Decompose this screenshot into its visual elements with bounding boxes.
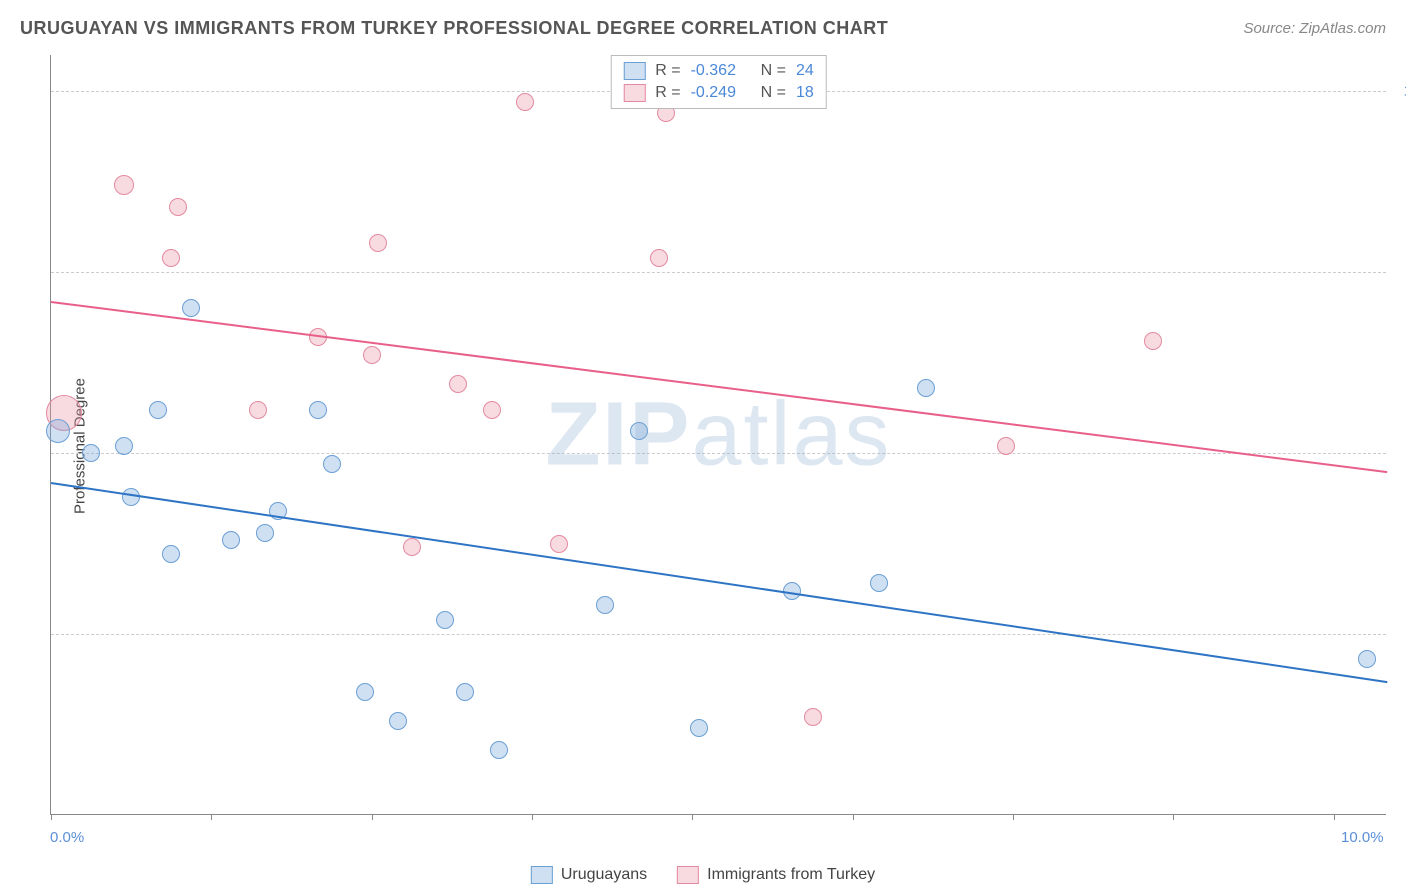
scatter-point-uruguayans: [222, 531, 240, 549]
scatter-point-turkey: [550, 535, 568, 553]
series-legend: Uruguayans Immigrants from Turkey: [531, 866, 875, 884]
scatter-point-turkey: [1144, 332, 1162, 350]
y-tick-label: 7.5%: [1391, 264, 1406, 281]
y-tick-label: 5.0%: [1391, 445, 1406, 462]
scatter-point-turkey: [162, 249, 180, 267]
scatter-point-uruguayans: [82, 444, 100, 462]
trend-line-turkey: [51, 301, 1387, 473]
scatter-point-uruguayans: [436, 611, 454, 629]
legend-n-value: 18: [796, 84, 814, 102]
legend-n-label: N =: [761, 62, 786, 80]
x-axis-max-label: 10.0%: [1341, 829, 1384, 846]
gridline-h: [51, 453, 1386, 454]
scatter-point-turkey: [114, 175, 134, 195]
legend-item-turkey: Immigrants from Turkey: [677, 866, 875, 884]
source-attribution: Source: ZipAtlas.com: [1243, 20, 1386, 37]
scatter-point-turkey: [650, 249, 668, 267]
y-tick-label: 10.0%: [1391, 83, 1406, 100]
scatter-point-turkey: [804, 708, 822, 726]
legend-label: Uruguayans: [561, 866, 647, 884]
scatter-point-uruguayans: [162, 545, 180, 563]
legend-swatch: [677, 866, 699, 884]
legend-r-value: -0.249: [691, 84, 751, 102]
legend-n-value: 24: [796, 62, 814, 80]
legend-row: R = -0.249 N = 18: [623, 82, 813, 104]
scatter-point-uruguayans: [309, 401, 327, 419]
legend-swatch: [623, 84, 645, 102]
scatter-point-uruguayans: [1358, 650, 1376, 668]
scatter-point-turkey: [997, 437, 1015, 455]
legend-label: Immigrants from Turkey: [707, 866, 875, 884]
x-tick-mark: [853, 814, 854, 820]
watermark-light: atlas: [691, 384, 891, 484]
scatter-point-turkey: [249, 401, 267, 419]
plot-area: ZIPatlas R =-0.362N =24R =-0.249N =18 2.…: [50, 55, 1386, 815]
scatter-point-uruguayans: [115, 437, 133, 455]
chart-container: URUGUAYAN VS IMMIGRANTS FROM TURKEY PROF…: [0, 0, 1406, 892]
watermark-bold: ZIP: [545, 384, 691, 484]
scatter-point-uruguayans: [323, 455, 341, 473]
x-tick-mark: [532, 814, 533, 820]
x-tick-mark: [1334, 814, 1335, 820]
x-tick-mark: [211, 814, 212, 820]
scatter-point-turkey: [403, 538, 421, 556]
scatter-point-turkey: [483, 401, 501, 419]
scatter-point-uruguayans: [630, 422, 648, 440]
correlation-legend: R = -0.362 N = 24 R = -0.249 N = 18: [610, 55, 826, 109]
gridline-h: [51, 634, 1386, 635]
x-tick-mark: [372, 814, 373, 820]
legend-r-label: R =: [655, 84, 680, 102]
legend-item-uruguayans: Uruguayans: [531, 866, 647, 884]
scatter-point-turkey: [449, 375, 467, 393]
scatter-point-uruguayans: [149, 401, 167, 419]
scatter-point-uruguayans: [490, 741, 508, 759]
scatter-point-uruguayans: [356, 683, 374, 701]
scatter-point-uruguayans: [690, 719, 708, 737]
x-tick-mark: [51, 814, 52, 820]
scatter-point-turkey: [363, 346, 381, 364]
watermark: ZIPatlas: [545, 383, 891, 486]
scatter-point-uruguayans: [596, 596, 614, 614]
legend-n-label: N =: [761, 84, 786, 102]
legend-swatch: [531, 866, 553, 884]
scatter-point-turkey: [169, 198, 187, 216]
y-tick-label: 2.5%: [1391, 626, 1406, 643]
scatter-point-uruguayans: [456, 683, 474, 701]
trend-line-uruguayans: [51, 482, 1387, 683]
legend-r-value: -0.362: [691, 62, 751, 80]
scatter-point-uruguayans: [182, 299, 200, 317]
scatter-point-uruguayans: [870, 574, 888, 592]
scatter-point-turkey: [369, 234, 387, 252]
scatter-point-uruguayans: [917, 379, 935, 397]
x-tick-mark: [692, 814, 693, 820]
scatter-point-uruguayans: [389, 712, 407, 730]
legend-row: R = -0.362 N = 24: [623, 60, 813, 82]
scatter-point-uruguayans: [256, 524, 274, 542]
scatter-point-uruguayans: [46, 419, 70, 443]
x-axis-min-label: 0.0%: [50, 829, 84, 846]
x-tick-mark: [1013, 814, 1014, 820]
x-tick-mark: [1173, 814, 1174, 820]
legend-r-label: R =: [655, 62, 680, 80]
gridline-h: [51, 272, 1386, 273]
legend-swatch: [623, 62, 645, 80]
chart-title: URUGUAYAN VS IMMIGRANTS FROM TURKEY PROF…: [20, 18, 888, 39]
scatter-point-turkey: [516, 93, 534, 111]
